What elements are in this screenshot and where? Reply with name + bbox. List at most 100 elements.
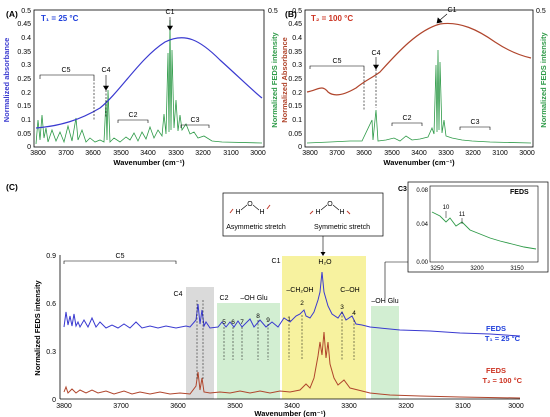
c-sym-o: O [327, 201, 333, 208]
panel-b-frame [304, 9, 534, 148]
b-xtick-2: 3600 [356, 150, 372, 157]
c-xtick-8: 3000 [508, 403, 524, 410]
a-ytick-1: 0.05 [17, 131, 31, 138]
c-asym-arrow-2 [266, 204, 271, 210]
b-label-c3: C3 [471, 119, 480, 126]
panel-b-temp: T₂ = 100 °C [311, 14, 353, 23]
c-label-c-oh: C–OH [340, 287, 359, 294]
panel-b-yticks: 0 0.05 0.1 0.15 0.2 0.25 0.3 0.35 0.4 0.… [288, 8, 302, 151]
c-label-c4: C4 [174, 291, 183, 298]
a-ylabel-left: Normalized absorbance [2, 38, 11, 123]
b-feds-line [306, 49, 532, 144]
panel-a-yticks: 0 0.05 0.1 0.15 0.2 0.25 0.3 0.35 0.4 0.… [17, 8, 31, 151]
c-sym-label: Symmetric stretch [314, 224, 370, 231]
b-xtick-0: 3800 [302, 150, 318, 157]
c-asym-h2: H [259, 209, 264, 216]
panel-a-frame [33, 9, 265, 148]
c-label-c2: C2 [220, 295, 229, 302]
b-ylabel-left: Normalized Absorbance [280, 37, 289, 123]
panel-a: (A) T₁ = 25 °C 0 0.05 0.1 0.15 0.2 0.25 … [2, 8, 279, 167]
c-molecule-box [222, 192, 384, 237]
c-c5-bracket [63, 260, 177, 264]
panel-c-letter: (C) [6, 182, 18, 192]
b-ytick-2: 0.1 [292, 117, 302, 124]
a-c4-arrowhead [102, 85, 110, 91]
c-region-oh-glu [371, 306, 399, 399]
c-peak-1: 1 [287, 316, 291, 323]
b-label-c5: C5 [333, 58, 342, 65]
a-label-c1: C1 [166, 9, 175, 16]
a-ytick-2: 0.1 [21, 117, 31, 124]
c-inset: C3 FEDS 0.08 0.04 0.00 3250 3200 3150 10… [398, 181, 549, 273]
c-sym-bond-2 [332, 204, 340, 211]
c-label-oh-glu: –OH Glu [240, 295, 267, 302]
c-peak-numbers: 1 2 3 4 5 6 7 8 9 [222, 300, 356, 326]
c-ylabel: Normalized FEDS intensity [33, 279, 42, 375]
c-label-oh-glu-2: –OH Glu [371, 298, 398, 305]
a-label-c2: C2 [129, 112, 138, 119]
c-sym-molecule: O H H [309, 201, 351, 216]
b-label-c2: C2 [403, 115, 412, 122]
c-region-c1 [282, 256, 366, 399]
c-feds-100c-line [63, 331, 521, 399]
c-inset-frame [429, 185, 539, 263]
a-c5-bracket [39, 74, 95, 79]
c-label-c5: C5 [116, 253, 125, 260]
b-ytick-8: 0.4 [292, 35, 302, 42]
c-peak-3: 3 [340, 304, 344, 311]
c-inset-line [431, 211, 537, 250]
c-xtick-1: 3700 [113, 403, 129, 410]
a-xtick-2: 3600 [85, 150, 101, 157]
a-xtick-6: 3200 [195, 150, 211, 157]
a-ytick-6: 0.3 [21, 62, 31, 69]
c-inset-xtick-2: 3150 [510, 266, 524, 272]
b-ytick-10: 0.5 [292, 8, 302, 15]
c-xticks: 3800 3700 3600 3500 3400 3300 3200 3100 … [56, 403, 524, 410]
b-c2-bracket [391, 122, 423, 126]
c-sym-h2: H [339, 209, 344, 216]
c-asym-h1: H [235, 209, 240, 216]
c-inset-ytick-1: 0.04 [416, 222, 428, 228]
c-ytick-0: 0 [52, 397, 56, 404]
c-region-c2 [217, 303, 280, 399]
b-absorbance-line [306, 22, 532, 96]
c-asym-bond-2 [252, 204, 260, 211]
a-ytick-3: 0.15 [17, 103, 31, 110]
c-ytick-2: 0.6 [46, 301, 56, 308]
a-ytick-10: 0.5 [21, 8, 31, 15]
c-feds-25c-line [63, 271, 521, 337]
c-inset-xtick-0: 3250 [430, 266, 444, 272]
b-xtick-7: 3100 [492, 150, 508, 157]
c-peak-7: 7 [240, 319, 244, 326]
c-xtick-0: 3800 [56, 403, 72, 410]
panel-a-temp: T₁ = 25 °C [41, 14, 79, 23]
a-xlabel: Wavenumber (cm⁻¹) [113, 158, 185, 167]
c-label-ch2oh: –CH₂OH [286, 287, 313, 294]
c-yticks: 0 0.3 0.6 0.9 [46, 253, 56, 404]
a-ytick-4: 0.2 [21, 90, 31, 97]
b-right-top-tick: 0.5 [536, 8, 546, 15]
a-ytick-5: 0.25 [17, 76, 31, 83]
c-inset-ytick-0: 0.00 [416, 260, 428, 266]
a-label-c3: C3 [191, 117, 200, 124]
a-xtick-1: 3700 [58, 150, 74, 157]
c-sym-arrow-1 [309, 210, 314, 215]
c-xlabel: Wavenumber (cm⁻¹) [254, 409, 326, 417]
a-ytick-8: 0.4 [21, 35, 31, 42]
a-ytick-0: 0 [27, 144, 31, 151]
b-xtick-5: 3300 [438, 150, 454, 157]
b-ytick-0: 0 [298, 144, 302, 151]
b-label-c4: C4 [372, 50, 381, 57]
a-xtick-0: 3800 [30, 150, 46, 157]
b-ytick-6: 0.3 [292, 62, 302, 69]
b-ytick-7: 0.35 [288, 49, 302, 56]
c-xtick-7: 3100 [455, 403, 471, 410]
b-ytick-5: 0.25 [288, 76, 302, 83]
b-xlabel: Wavenumber (cm⁻¹) [383, 158, 455, 167]
b-ytick-3: 0.15 [288, 103, 302, 110]
c-inset-label: C3 [398, 186, 407, 193]
c-inset-xtick-1: 3200 [470, 266, 484, 272]
c-inset-peak-10: 10 [443, 205, 450, 211]
panel-c: (C) 0 0.3 0.6 0.9 3800 3700 3600 3500 34… [6, 181, 549, 417]
